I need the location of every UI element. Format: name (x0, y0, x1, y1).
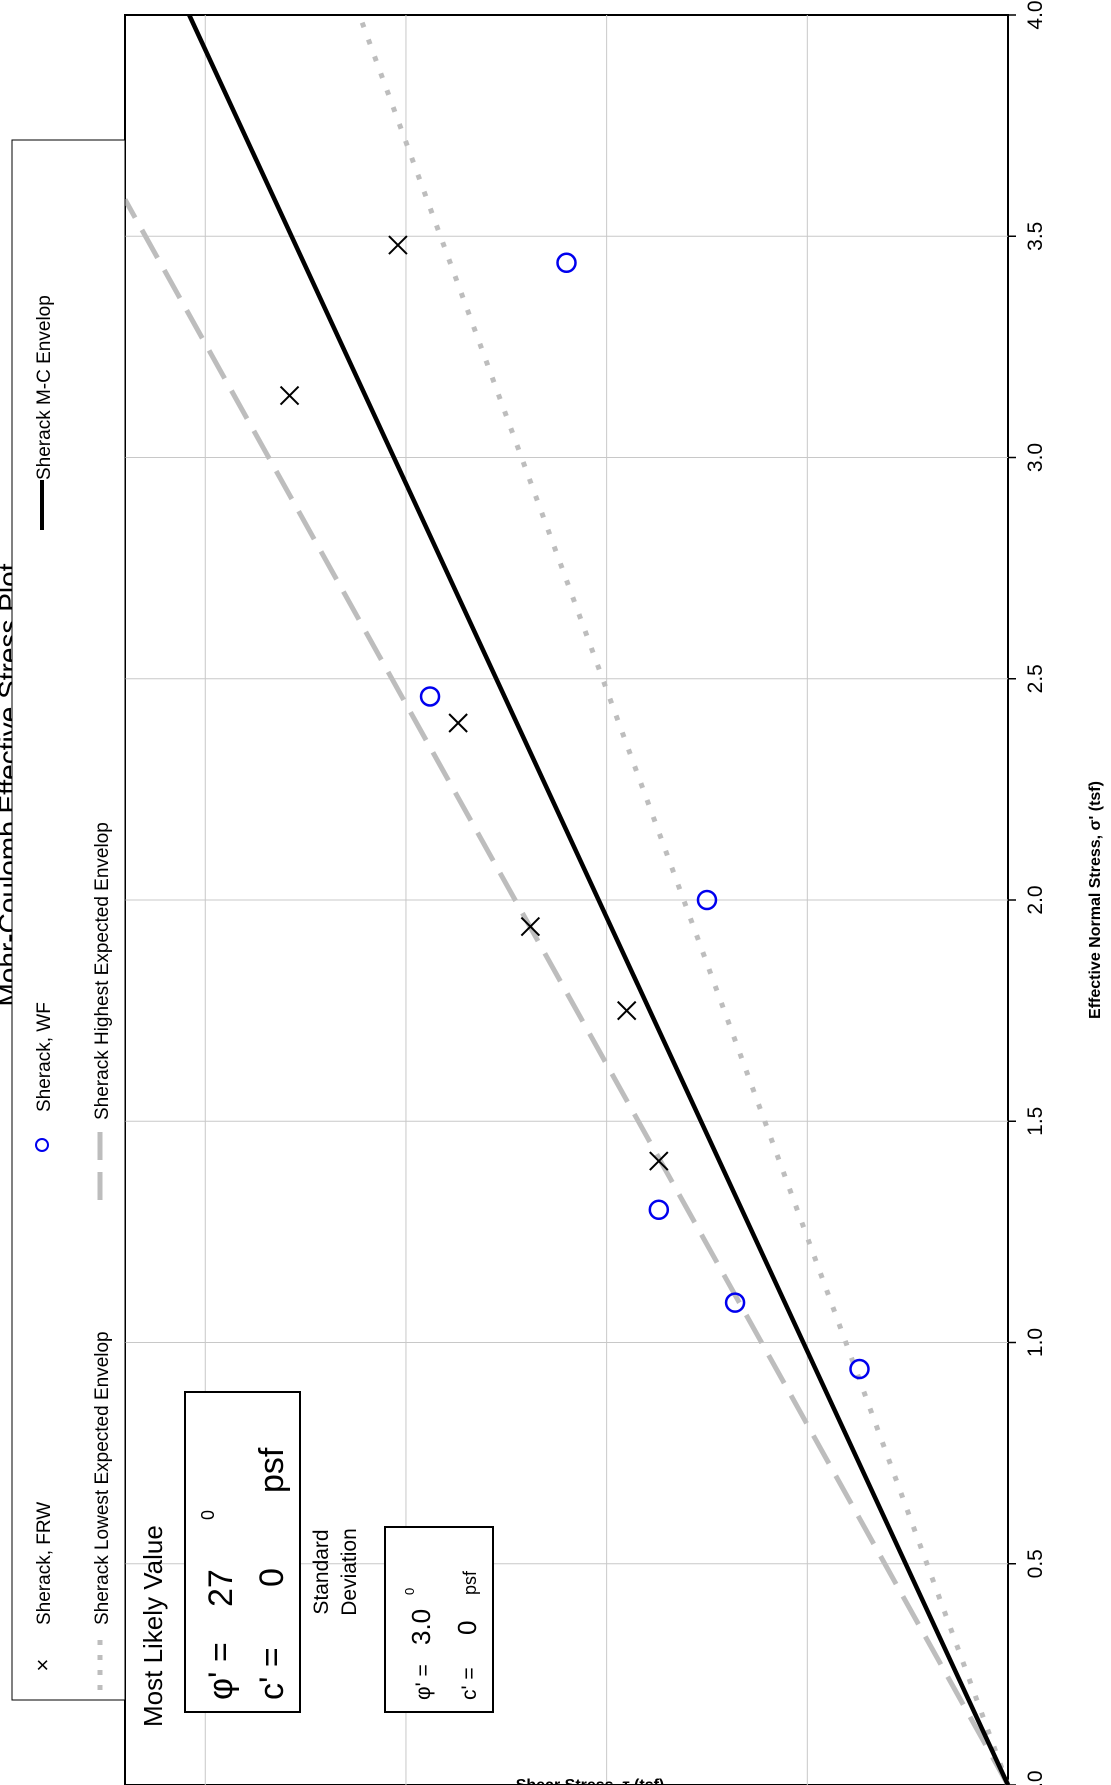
data-markers (279, 235, 870, 1380)
legend-mc-label: Sherack M-C Envelop (34, 295, 55, 480)
wf-circle-marker (419, 686, 441, 707)
most-likely-c-unit: psf (253, 1447, 291, 1493)
frw-x-marker (520, 916, 541, 937)
frw-x-marker (649, 1151, 669, 1171)
frw-x-marker (448, 713, 468, 733)
std-dev-phi-unit: 0 (402, 1588, 417, 1595)
most-likely-annotation: Most Likely Value φ' = 27 0 c' = 0 psf (138, 1391, 301, 1727)
wf-circle-marker (696, 889, 718, 911)
most-likely-c-value: 0 (253, 1568, 291, 1587)
frw-x-stroke (649, 1151, 669, 1171)
std-dev-c-value: 0 (452, 1621, 482, 1635)
std-dev-heading-line2: Deviation (338, 1528, 361, 1616)
most-likely-box (184, 1391, 301, 1713)
envelopes (122, 14, 1011, 1785)
wf-circle-marker (556, 252, 577, 274)
frw-x-stroke (279, 385, 300, 406)
most-likely-c-label: c' = (253, 1647, 291, 1700)
x-tick-label: 3.0 (1024, 443, 1047, 472)
std-dev-phi-value: 3.0 (406, 1609, 436, 1645)
x-tick-label: 0.0 (1024, 1770, 1047, 1785)
most-likely-phi-value: 27 (202, 1569, 240, 1607)
frw-x-stroke (616, 1000, 637, 1021)
legend-wf-marker-icon (35, 1138, 49, 1152)
legend-highest-label: Sherack Highest Expected Envelop (92, 822, 113, 1120)
envelope-solid-line (187, 14, 1011, 1785)
envelope-dashed-line (122, 198, 1011, 1785)
x-tick-label: 1.0 (1024, 1328, 1047, 1357)
std-dev-c-unit: psf (460, 1570, 480, 1595)
frw-x-stroke (388, 235, 408, 255)
x-axis-ticks: 0.0 0.5 1.0 1.5 2.0 2.5 3.0 3.5 4.0 (1008, 0, 1047, 1785)
frw-x-stroke (520, 916, 541, 937)
legend-frw-label: Sherack, FRW (34, 1502, 55, 1625)
std-dev-c-label: c' = (458, 1667, 481, 1700)
wf-circle-marker (849, 1358, 870, 1380)
legend-frw-marker-icon: × (30, 1659, 55, 1672)
y-axis-label: Shear Stress, τ (tsf) (516, 1777, 665, 1785)
x-tick-label: 4.0 (1024, 0, 1047, 29)
most-likely-phi-unit: 0 (198, 1510, 218, 1520)
legend: × Sherack, FRW Sherack, WF Sherack Lowes… (11, 139, 126, 1701)
x-tick-label: 3.5 (1024, 222, 1047, 251)
envelope-dotted-line (357, 14, 1011, 1785)
std-dev-annotation: Standard Deviation φ' = 3.0 0 c' = 0 psf (310, 1526, 494, 1713)
most-likely-heading: Most Likely Value (138, 1525, 168, 1727)
x-tick-label: 0.5 (1024, 1549, 1047, 1578)
x-tick-label: 1.5 (1024, 1107, 1047, 1136)
std-dev-heading-line1: Standard (310, 1529, 333, 1614)
frw-x-marker (279, 385, 300, 406)
x-axis-label: Effective Normal Stress, σ' (tsf) (1087, 781, 1104, 1019)
wf-circle-marker (648, 1199, 670, 1220)
frw-x-stroke (448, 713, 468, 733)
legend-lowest-label: Sherack Lowest Expected Envelop (92, 1331, 113, 1625)
plot-area (122, 14, 1011, 1785)
std-dev-phi-label: φ' = (412, 1664, 435, 1700)
frw-x-marker (388, 235, 408, 255)
frw-x-marker (616, 1000, 637, 1021)
wf-circle-marker (724, 1292, 746, 1313)
legend-wf-label: Sherack, WF (34, 1002, 55, 1112)
std-dev-box (384, 1526, 494, 1713)
most-likely-phi-label: φ' = (202, 1642, 240, 1700)
x-tick-label: 2.0 (1024, 885, 1047, 914)
x-tick-label: 2.5 (1024, 664, 1047, 693)
